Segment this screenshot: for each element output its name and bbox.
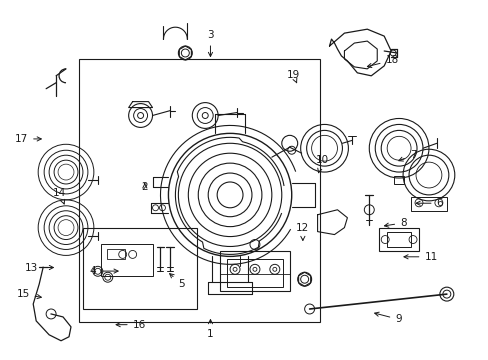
Bar [393,176,403,184]
Text: 15: 15 [16,289,41,299]
Text: 4: 4 [89,266,118,276]
Text: 19: 19 [286,69,299,83]
Bar [101,244,152,276]
Text: 10: 10 [315,156,328,173]
Text: 14: 14 [53,188,66,204]
Bar [79,59,319,322]
Bar [226,260,282,287]
Text: 7: 7 [398,150,416,161]
Text: 6: 6 [415,198,442,208]
Bar [410,197,446,211]
Text: 5: 5 [169,274,184,289]
Text: 18: 18 [366,55,398,68]
Text: 12: 12 [296,223,309,240]
Text: 8: 8 [384,218,406,228]
Text: 9: 9 [374,312,401,324]
Bar [386,231,410,247]
Bar [379,228,418,251]
Text: 11: 11 [403,252,437,262]
Bar [83,228,197,309]
Text: 13: 13 [24,262,53,273]
Text: 17: 17 [15,134,41,144]
Bar [220,251,289,291]
Text: 16: 16 [116,320,145,330]
Text: 1: 1 [207,320,213,339]
Bar [106,249,124,260]
Text: 2: 2 [141,182,148,192]
Text: 3: 3 [207,30,213,57]
